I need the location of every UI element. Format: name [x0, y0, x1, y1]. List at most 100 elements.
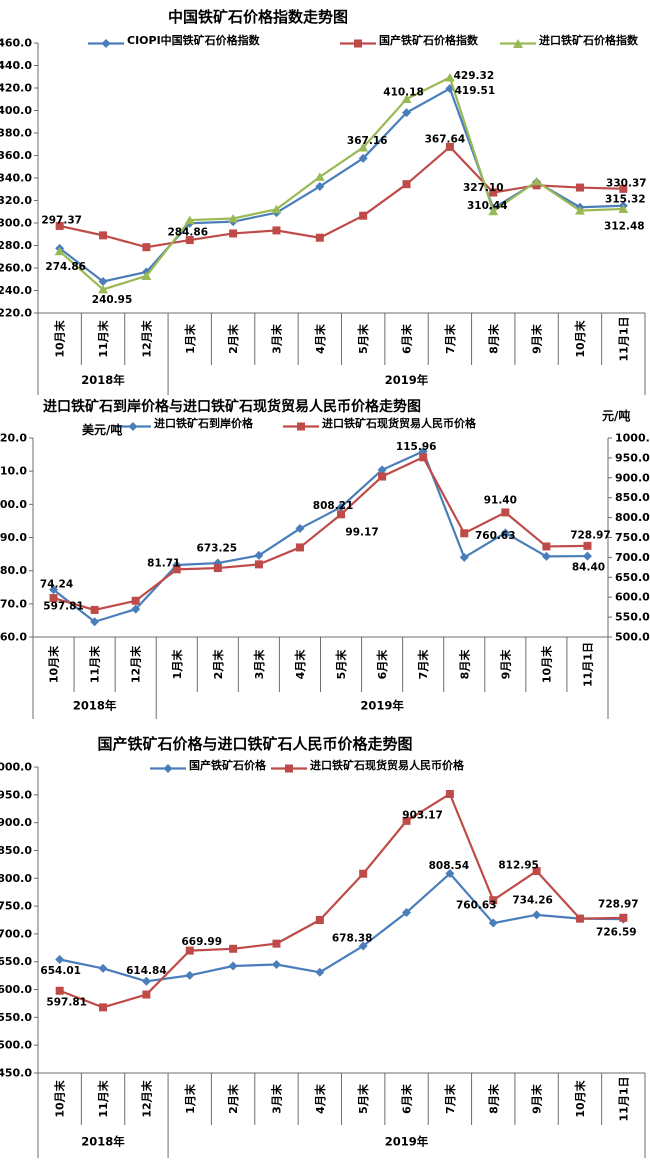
square-marker-icon	[315, 233, 324, 242]
diamond-marker-icon	[315, 967, 325, 977]
category-label: 2月末	[226, 323, 240, 354]
point-label: 115.96	[396, 441, 437, 453]
category-label: 10月末	[53, 319, 67, 357]
category-label: 3月末	[269, 1083, 283, 1114]
square-marker-icon	[359, 211, 368, 220]
point-label: 330.37	[606, 177, 647, 189]
point-label: 728.97	[598, 898, 639, 910]
y-tick-label: 950.0	[0, 788, 32, 801]
square-marker-icon	[359, 869, 368, 878]
point-label: 654.01	[40, 965, 81, 977]
square-marker-icon	[583, 541, 592, 550]
year-label: 2019年	[385, 373, 429, 387]
category-label: 3月末	[269, 323, 283, 354]
y-tick-label: 800.0	[0, 872, 32, 885]
point-label: 760.63	[456, 900, 497, 912]
category-label: 8月末	[486, 323, 500, 354]
point-label: 312.48	[604, 220, 645, 232]
point-label: 808.54	[429, 860, 470, 872]
category-label: 10月末	[539, 645, 553, 683]
year-label: 2018年	[81, 373, 125, 387]
diamond-marker-icon	[402, 108, 412, 118]
square-marker-icon	[55, 986, 64, 995]
diamond-marker-icon	[445, 869, 455, 879]
point-label: 673.25	[197, 543, 238, 555]
category-label: 7月末	[443, 323, 457, 354]
category-label: 1月末	[170, 649, 184, 680]
chart-plot-1: 120.0 110.0 100.0 90.0 80.0 70.0 60.0 1000.0 950…	[0, 432, 650, 719]
square-marker-icon	[172, 565, 181, 574]
series-0-line	[55, 869, 628, 986]
square-marker-icon	[213, 564, 222, 573]
y-tick-label: 280.0	[0, 239, 32, 252]
series-polyline	[52, 450, 588, 623]
category-label: 5月末	[356, 323, 370, 354]
chart2-title: 进口铁矿石到岸价格与进口铁矿石现货贸易人民币价格走势图	[43, 399, 421, 415]
chart-plot-2: 1000.0 950.0 900.0 850.0 800.0 750.0 700.0 650.…	[0, 761, 646, 1158]
series-2-line	[54, 73, 629, 294]
point-label: 597.81	[43, 601, 84, 613]
right-y-tick-label: 850.0	[615, 491, 650, 504]
category-label: 9月末	[530, 1083, 544, 1114]
legend-item-domestic-price: 国产铁矿石价格	[150, 757, 266, 773]
category-label: 1月末	[183, 323, 197, 354]
y-tick-label: 90.0	[0, 531, 27, 544]
category-label: 7月末	[416, 649, 430, 680]
diamond-marker-icon	[141, 976, 151, 986]
triangle-marker-icon	[271, 204, 282, 214]
square-marker-icon	[272, 939, 281, 948]
point-label: 81.71	[147, 557, 180, 569]
y-tick-label: 380.0	[0, 127, 32, 140]
right-y-tick-label: 800.0	[615, 511, 650, 524]
point-label: 74.24	[40, 578, 73, 590]
point-label: 284.86	[167, 227, 208, 239]
y-tick-label: 60.0	[0, 631, 27, 644]
legend-label: 国产铁矿石价格指数	[379, 33, 478, 47]
legend-item-domestic-index: 国产铁矿石价格指数	[340, 32, 478, 48]
y-tick-label: 100.0	[0, 498, 27, 511]
right-y-tick-label: 650.0	[615, 571, 650, 584]
square-marker-icon	[185, 236, 194, 245]
square-marker-icon	[254, 560, 263, 569]
point-label: 297.37	[41, 214, 82, 226]
diamond-marker-icon	[500, 528, 510, 538]
point-label: 367.64	[425, 133, 466, 145]
y-tick-label: 120.0	[0, 432, 27, 445]
point-label: 315.32	[605, 193, 646, 205]
right-y-tick-label: 950.0	[615, 451, 650, 464]
chart1-title: 中国铁矿石价格指数走势图	[167, 8, 348, 26]
y-tick-label: 70.0	[0, 597, 27, 610]
y-tick-label: 440.0	[0, 59, 32, 72]
series-polyline	[58, 76, 624, 291]
diamond-marker-icon	[377, 465, 387, 475]
point-label: 669.99	[181, 936, 222, 948]
y-tick-label: 80.0	[0, 564, 27, 577]
legend-item-import-cif-price: 进口铁矿石到岸价格	[115, 415, 253, 431]
point-label: 678.38	[332, 932, 373, 944]
line-square-marker-icon	[283, 417, 319, 431]
right-y-tick-label: 750.0	[615, 531, 650, 544]
y-tick-label: 1000.0	[0, 761, 32, 774]
point-label: 367.16	[347, 135, 388, 147]
category-label: 1月末	[183, 1083, 197, 1114]
year-label: 2019年	[385, 1135, 429, 1149]
y-tick-label: 360.0	[0, 149, 32, 162]
triangle-marker-icon	[54, 246, 65, 256]
square-marker-icon	[185, 946, 194, 955]
diamond-marker-icon	[49, 585, 59, 595]
category-label: 9月末	[498, 649, 512, 680]
point-label: 84.40	[572, 562, 605, 574]
square-marker-icon	[619, 913, 628, 922]
right-y-tick-label: 500.0	[615, 631, 650, 644]
right-y-tick-label: 1000.0	[615, 432, 650, 445]
point-label: 429.32	[454, 70, 495, 82]
square-marker-icon	[229, 229, 238, 238]
line-square-marker-icon	[340, 34, 376, 48]
triangle-marker-icon	[618, 204, 629, 213]
point-label: 614.84	[126, 965, 167, 977]
square-marker-icon	[402, 816, 411, 825]
diamond-marker-icon	[185, 970, 195, 980]
point-label: 91.40	[484, 494, 517, 506]
y-tick-label: 600.0	[0, 983, 32, 996]
